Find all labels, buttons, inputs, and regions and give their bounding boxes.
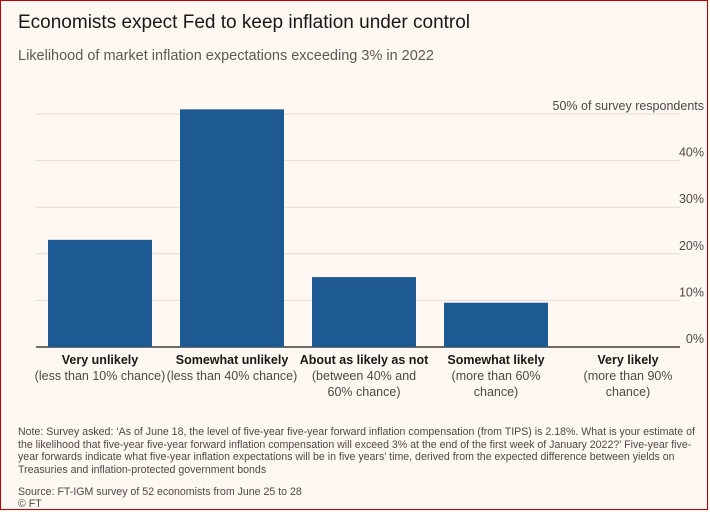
category-name: Somewhat likely bbox=[447, 353, 545, 367]
y-tick-labels: 0% 10% 20% 30% 40% 50% of survey respondents bbox=[553, 99, 704, 346]
chart-title: Economists expect Fed to keep inflation … bbox=[18, 12, 471, 33]
category-name: Very unlikely bbox=[61, 353, 139, 367]
y-tick-label: 50% of survey respondents bbox=[553, 99, 704, 113]
chart-credit: © FT bbox=[18, 498, 42, 510]
category-label-somewhat-likely: Somewhat likely (more than 60% chance) bbox=[430, 352, 562, 400]
y-tick-label: 30% bbox=[679, 192, 704, 206]
y-tick-label: 0% bbox=[686, 332, 704, 346]
category-detail: (between 40% and 60% chance) bbox=[311, 369, 417, 399]
category-name: Very likely bbox=[597, 353, 659, 367]
category-name: About as likely as not bbox=[299, 353, 429, 367]
y-tick-label: 10% bbox=[679, 285, 704, 299]
y-tick-label: 40% bbox=[679, 146, 704, 160]
bar bbox=[48, 239, 152, 347]
bar bbox=[180, 109, 284, 347]
category-label-very-unlikely: Very unlikely (less than 10% chance) bbox=[34, 352, 166, 384]
category-label-somewhat-unlikely: Somewhat unlikely (less than 40% chance) bbox=[166, 352, 298, 384]
bars bbox=[48, 109, 548, 347]
y-tick-label: 20% bbox=[679, 239, 704, 253]
chart-source: Source: FT-IGM survey of 52 economists f… bbox=[18, 486, 302, 498]
bar bbox=[312, 277, 416, 347]
chart-subtitle: Likelihood of market inflation expectati… bbox=[18, 48, 434, 64]
chart-note: Note: Survey asked: ‘As of June 18, the … bbox=[18, 426, 695, 476]
category-detail: (less than 40% chance) bbox=[166, 369, 298, 383]
category-label-very-likely: Very likely (more than 90% chance) bbox=[562, 352, 694, 400]
category-label-as-likely-as-not: About as likely as not (between 40% and … bbox=[298, 352, 430, 400]
category-detail: (more than 60% chance) bbox=[451, 369, 541, 399]
category-name: Somewhat unlikely bbox=[175, 353, 289, 367]
bar bbox=[444, 302, 548, 347]
category-detail: (more than 90% chance) bbox=[583, 369, 673, 399]
category-detail: (less than 10% chance) bbox=[34, 369, 166, 383]
